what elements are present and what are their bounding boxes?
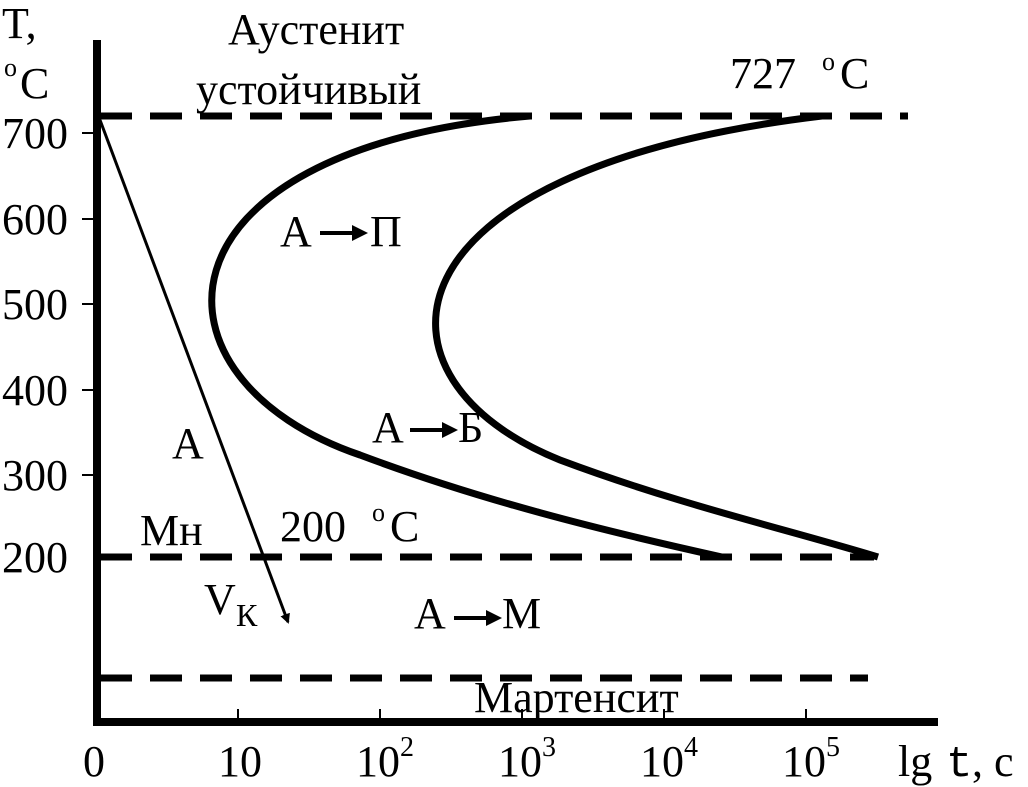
label-a-p-right: П <box>370 207 402 256</box>
critical-cooling-line <box>98 119 290 624</box>
x-tick-label: 0 <box>83 737 105 786</box>
label-a-b-right: Б <box>458 403 483 452</box>
x-axis-title-lg: lg <box>898 737 932 786</box>
y-tick-label: 500 <box>2 280 68 329</box>
label-200-degree: о <box>372 498 385 527</box>
x-tick-marks <box>237 709 807 722</box>
x-tick-exponent: 2 <box>400 732 414 763</box>
arrow-a-b <box>410 422 458 438</box>
arrow-a-p <box>320 225 368 241</box>
y-axis-unit: C <box>20 59 49 108</box>
label-austenite: Аустенит <box>228 5 404 54</box>
label-a-m-left: А <box>414 589 446 638</box>
label-200-unit: С <box>390 502 419 551</box>
label-a-b-left: А <box>372 403 404 452</box>
arrow-a-m <box>454 610 502 626</box>
label-727-value: 727 <box>730 49 796 98</box>
x-tick-exponent: 4 <box>684 732 698 763</box>
y-tick-label: 400 <box>2 366 68 415</box>
y-axis-unit-degree: o <box>4 53 17 82</box>
label-a-m-right: М <box>502 589 541 638</box>
label-727-unit: С <box>840 49 869 98</box>
label-mn: Мн <box>140 506 203 555</box>
x-tick-label: 10 <box>356 737 400 786</box>
y-tick-label: 300 <box>2 451 68 500</box>
label-a: А <box>172 419 204 468</box>
label-200-value: 200 <box>280 502 346 551</box>
y-tick-label: 700 <box>2 109 68 158</box>
label-vk-sub: К <box>236 597 258 633</box>
x-tick-label: 10 <box>782 737 826 786</box>
label-stable: устойчивый <box>196 65 421 114</box>
y-axis-title: T, <box>2 0 37 48</box>
label-a-p-left: А <box>280 207 312 256</box>
label-martensite: Мартенсит <box>474 673 679 722</box>
y-tick-label: 200 <box>2 533 68 582</box>
y-tick-marks <box>82 132 97 476</box>
c-curve-start <box>208 112 723 561</box>
x-tick-label: 10 <box>640 737 684 786</box>
x-axis-title-t: t <box>946 740 972 787</box>
x-tick-exponent: 5 <box>826 732 840 763</box>
x-tick-exponent: 3 <box>542 732 556 763</box>
label-vk: V <box>204 575 236 624</box>
c-curve-finish <box>432 112 880 561</box>
y-tick-label: 600 <box>2 195 68 244</box>
label-727-degree: о <box>822 47 835 76</box>
x-tick-label: 10 <box>218 737 262 786</box>
x-axis-title-unit: , с <box>972 737 1014 786</box>
x-tick-label: 10 <box>498 737 542 786</box>
